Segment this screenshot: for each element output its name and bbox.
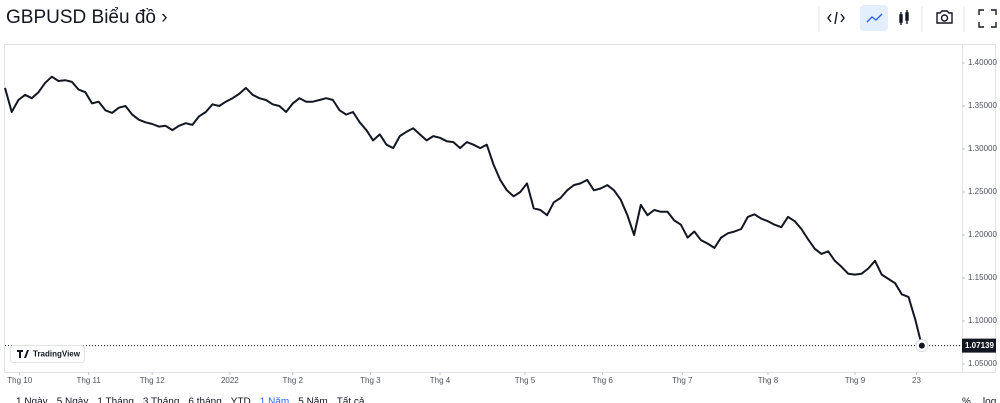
y-tick-label: 1.40000 — [968, 58, 997, 67]
camera-icon[interactable] — [936, 10, 953, 24]
y-tick-label: 1.10000 — [968, 316, 997, 325]
toolbar — [818, 5, 997, 32]
scale-button[interactable]: log — [983, 397, 996, 403]
range-button[interactable]: 1 Năm — [260, 397, 289, 403]
x-tick-label: Thg 3 — [360, 376, 381, 385]
range-button[interactable]: 5 Ngày — [57, 397, 89, 403]
candle-icon[interactable] — [899, 10, 909, 25]
x-tick-label: 23 — [912, 376, 921, 385]
last-price-label: 1.07139 — [965, 341, 994, 350]
last-price-box — [962, 338, 996, 353]
range-button[interactable]: 1 Tháng — [97, 397, 134, 403]
x-tick-label: Thg 5 — [515, 376, 536, 385]
y-tick-label: 1.25000 — [968, 187, 997, 196]
x-tick-label: 2022 — [221, 376, 239, 385]
y-tick-label: 1.35000 — [968, 101, 997, 110]
y-tick-label: 1.05000 — [968, 359, 997, 368]
x-tick-label: Thg 11 — [76, 376, 101, 385]
camera-lens — [940, 14, 949, 22]
line-icon[interactable] — [866, 13, 883, 23]
range-button[interactable]: 1 Ngày — [16, 397, 48, 403]
fullscreen-icon[interactable] — [978, 9, 997, 28]
y-tick-label: 1.20000 — [968, 230, 997, 239]
x-tick-label: Thg 12 — [140, 376, 165, 385]
last-point — [918, 342, 925, 349]
logo-text[interactable]: TradingView — [33, 350, 81, 359]
x-tick-label: Thg 10 — [7, 376, 32, 385]
logo-box[interactable] — [10, 345, 85, 363]
x-tick-label: Thg 4 — [430, 376, 451, 385]
range-button[interactable]: Tất cả — [337, 396, 365, 403]
logo-mark — [17, 350, 29, 358]
y-tick-label: 1.15000 — [968, 273, 997, 282]
range-button[interactable]: 6 tháng — [188, 397, 221, 403]
range-button[interactable]: YTD — [231, 397, 251, 403]
widget-title[interactable]: GBPUSD Biểu đồ › — [6, 7, 168, 28]
x-tick-label: Thg 2 — [283, 376, 304, 385]
range-bar: 1 Ngày 5 Ngày 1 Tháng 3 Tháng 6 tháng YTD 1 Nă… — [16, 396, 996, 403]
x-tick-label: Thg 7 — [672, 376, 693, 385]
price-line — [4, 75, 923, 346]
scale-button[interactable]: % — [962, 397, 971, 403]
x-tick-label: Thg 6 — [592, 376, 613, 385]
y-tick-label: 1.30000 — [968, 144, 997, 153]
x-tick-label: Thg 8 — [758, 376, 779, 385]
plot: 1.40000 1.35000 1.30000 1.25000 1.20000 1.150… — [4, 58, 997, 385]
range-button[interactable]: 3 Tháng — [143, 397, 180, 403]
range-button[interactable]: 5 Năm — [298, 397, 327, 403]
x-tick-label: Thg 9 — [845, 376, 866, 385]
embed-icon[interactable] — [827, 11, 845, 25]
